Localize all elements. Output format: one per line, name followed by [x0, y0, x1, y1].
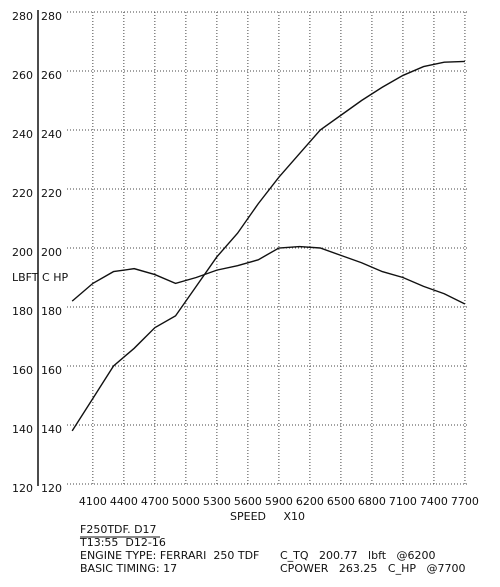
x-tick-label: 5300 [203, 495, 231, 508]
y-tick-label: 260 [41, 69, 62, 82]
y-tick-label: 220 [12, 187, 33, 200]
x-tick-label: 5600 [234, 495, 262, 508]
y-tick-label: 240 [12, 128, 33, 141]
y-tick-label: 180 [12, 305, 33, 318]
x-tick-label: 7700 [451, 495, 479, 508]
y-tick-label: 140 [41, 423, 62, 436]
x-tick-label: 5900 [265, 495, 293, 508]
x-tick-label: 4100 [79, 495, 107, 508]
y-tick-label: 260 [12, 69, 33, 82]
x-tick-label: 4700 [141, 495, 169, 508]
note: ENGINE TYPE: FERRARI 250 TDF [80, 549, 259, 562]
y-tick-label: 280 [12, 10, 33, 23]
y-tick-label: 200 [12, 246, 33, 259]
x-tick-label: 5000 [172, 495, 200, 508]
result: C_TQ 200.77 lbft @6200 [280, 549, 436, 562]
y-tick-label: 120 [41, 482, 62, 495]
line [71, 60, 465, 432]
y-axis-label: LBFT C HP [12, 271, 68, 284]
note: BASIC TIMING: 17 [80, 562, 177, 575]
x-tick-label: 4400 [110, 495, 138, 508]
line [71, 245, 466, 305]
x-axis-label: SPEED X10 [230, 510, 305, 523]
x-tick-label: 6500 [327, 495, 355, 508]
y-tick-label: 200 [41, 246, 62, 259]
y-tick-label: 180 [41, 305, 62, 318]
note: F250TDF. D17 [80, 523, 157, 536]
y-tick-label: 220 [41, 187, 62, 200]
y-tick-label: 140 [12, 423, 33, 436]
x-tick-label: 7400 [420, 495, 448, 508]
x-tick-label: 6200 [296, 495, 324, 508]
y-tick-label: 240 [41, 128, 62, 141]
y-tick-label: 280 [41, 10, 62, 23]
note: T13:55 D12-16 [79, 536, 166, 549]
y-tick-label: 160 [12, 364, 33, 377]
y-tick-label: 120 [12, 482, 33, 495]
x-tick-label: 6800 [358, 495, 386, 508]
x-tick-label: 7100 [389, 495, 417, 508]
result: CPOWER 263.25 C_HP @7700 [280, 562, 465, 575]
y-tick-label: 160 [41, 364, 62, 377]
